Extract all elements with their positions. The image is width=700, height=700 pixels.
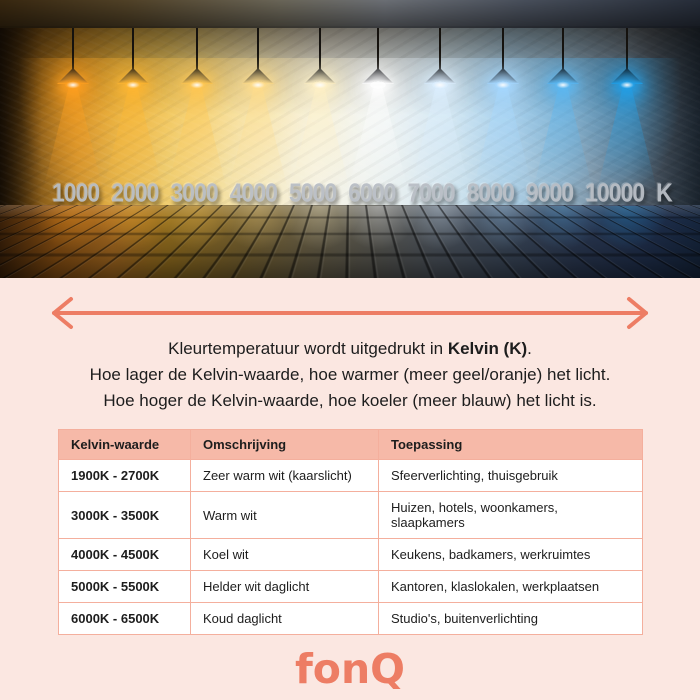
scale-label-unit: K — [656, 178, 673, 208]
footer: fonQ — [0, 645, 700, 693]
table-cell-description: Koud daglicht — [190, 602, 379, 635]
table-cell-description: Zeer warm wit (kaarslicht) — [190, 459, 379, 492]
kelvin-table: Kelvin-waarde Omschrijving Toepassing 19… — [58, 429, 643, 635]
floor-reflection — [336, 206, 420, 250]
table-cell-application: Kantoren, klaslokalen, werkplaatsen — [378, 570, 643, 603]
floor-reflection — [461, 206, 545, 250]
floor-reflection — [585, 206, 669, 250]
bulb-glow — [370, 81, 386, 89]
scale-label: 2000 — [111, 178, 159, 208]
bulb-glow — [65, 81, 81, 89]
double-arrow-icon — [52, 297, 648, 329]
table-header-row: Kelvin-waarde Omschrijving Toepassing — [58, 429, 643, 460]
table-cell-application: Studio's, buitenverlichting — [378, 602, 643, 635]
intro-line-2: Hoe lager de Kelvin-waarde, hoe warmer (… — [89, 365, 611, 384]
scale-label: 7000 — [407, 178, 456, 208]
table-row: 6000K - 6500K Koud daglicht Studio's, bu… — [58, 602, 643, 635]
table-cell-kelvin: 4000K - 4500K — [58, 538, 191, 571]
scale-label: 8000 — [466, 178, 515, 208]
intro-line-3: Hoe hoger de Kelvin-waarde, hoe koeler (… — [103, 391, 597, 410]
floor-reflection — [31, 206, 115, 250]
info-section: Kleurtemperatuur wordt uitgedrukt in Kel… — [0, 278, 700, 700]
bulb-glow — [495, 81, 511, 89]
temperature-range-arrow — [0, 278, 700, 331]
bulb-glow — [619, 81, 635, 89]
table-cell-kelvin: 1900K - 2700K — [58, 459, 191, 492]
bulb-glow — [555, 81, 571, 89]
table-cell-application: Keukens, badkamers, werkruimtes — [378, 538, 643, 571]
floor-reflection — [521, 206, 605, 250]
table-cell-kelvin: 6000K - 6500K — [58, 602, 191, 635]
table-cell-kelvin: 5000K - 5500K — [58, 570, 191, 603]
scale-label: 9000 — [526, 178, 574, 208]
kelvin-scale-photo: 1000 2000 3000 4000 5000 6000 7000 8000 … — [0, 0, 700, 278]
bulb-glow — [312, 81, 328, 89]
floor-reflection — [91, 206, 175, 250]
table-row: 3000K - 3500K Warm wit Huizen, hotels, w… — [58, 491, 643, 539]
table-cell-application: Sfeerverlichting, thuisgebruik — [378, 459, 643, 492]
kelvin-bold: Kelvin (K) — [447, 339, 528, 358]
intro-text: Kleurtemperatuur wordt uitgedrukt in Kel… — [0, 336, 700, 414]
table-header-cell: Toepassing — [378, 429, 643, 460]
kelvin-table-wrap: Kelvin-waarde Omschrijving Toepassing 19… — [58, 429, 643, 635]
table-cell-description: Helder wit daglicht — [190, 570, 379, 603]
wood-floor — [0, 205, 700, 278]
floor-reflection — [278, 206, 362, 250]
bulb-glow — [250, 81, 266, 89]
scale-label: 6000 — [348, 178, 396, 208]
floor-reflection — [216, 206, 300, 250]
scale-label: 10000 — [585, 178, 645, 208]
table-row: 4000K - 4500K Koel wit Keukens, badkamer… — [58, 538, 643, 571]
floor-reflection — [155, 206, 239, 250]
scale-label: 1000 — [52, 178, 100, 208]
fonq-logo: fonQ — [294, 645, 406, 693]
scale-label: 4000 — [229, 178, 278, 208]
bulb-glow — [125, 81, 141, 89]
table-header-cell: Omschrijving — [190, 429, 379, 460]
bulb-glow — [189, 81, 205, 89]
ceiling — [0, 0, 700, 28]
intro-line-1: Kleurtemperatuur wordt uitgedrukt in Kel… — [168, 339, 532, 358]
table-cell-description: Koel wit — [190, 538, 379, 571]
table-row: 5000K - 5500K Helder wit daglicht Kantor… — [58, 570, 643, 603]
scale-label: 5000 — [289, 178, 337, 208]
floor-reflection — [398, 206, 482, 250]
scale-label: 3000 — [170, 178, 219, 208]
table-cell-description: Warm wit — [190, 491, 379, 539]
table-header-cell: Kelvin-waarde — [58, 429, 191, 460]
table-cell-application: Huizen, hotels, woonkamers, slaapkamers — [378, 491, 643, 539]
table-cell-kelvin: 3000K - 3500K — [58, 491, 191, 539]
kelvin-scale-labels: 1000 2000 3000 4000 5000 6000 7000 8000 … — [0, 180, 700, 206]
table-row: 1900K - 2700K Zeer warm wit (kaarslicht)… — [58, 459, 643, 492]
bulb-glow — [432, 81, 448, 89]
